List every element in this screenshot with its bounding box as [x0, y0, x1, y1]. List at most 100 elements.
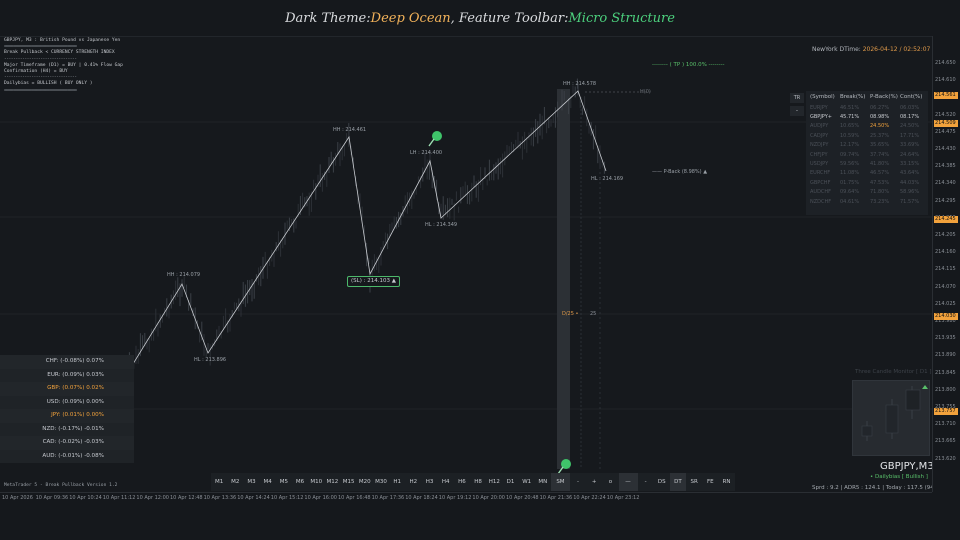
tf-button-m2[interactable]: M2 — [231, 479, 240, 485]
tf-button-m20[interactable]: M20 — [358, 479, 371, 485]
info-confirmation: Confirmation (H4) = BUY — [4, 69, 68, 75]
time-tick: 10 Apr 14:24 — [237, 495, 270, 501]
header-pback[interactable]: P-Back(%) — [870, 94, 898, 100]
price-tick: 214.205 — [935, 232, 956, 238]
cell: 58.96% — [900, 189, 920, 196]
dash-button[interactable]: - — [644, 479, 647, 485]
tf-button-w1[interactable]: W1 — [522, 479, 532, 485]
info-separator: ================================ — [4, 44, 77, 50]
tf-button-m15[interactable]: M15 — [342, 479, 355, 485]
symbol-row[interactable]: AUDCHF 09.64% 71.80% 58.96% — [806, 188, 928, 197]
tf-button-m1[interactable]: M1 — [214, 479, 224, 485]
take-profit-label: -------- ( TP ) 100.0% -------- — [652, 62, 725, 68]
price-tick: 214.430 — [935, 146, 956, 152]
currency-strength-panel: CHF: (-0.08%) 0.07% EUR: (0.09%) 0.03% G… — [0, 355, 134, 463]
symbol-row[interactable]: AUDJPY 10.65% 24.50% 24.50% — [806, 122, 928, 131]
tf-button-h6[interactable]: H6 — [458, 479, 466, 485]
swing-label-hl3: HL : 213.896 — [194, 357, 227, 363]
tf-button-m5[interactable]: M5 — [279, 479, 288, 485]
symbol-row[interactable]: GBPCHF 01.75% 47.53% 44.03% — [806, 178, 928, 187]
zoom-out-button[interactable]: - — [577, 479, 580, 485]
stop-loss-label[interactable]: (SL) : 214.103 ▲ — [347, 276, 400, 287]
header-cont[interactable]: Cont(%) — [900, 94, 923, 100]
cell: 35.65% — [870, 142, 890, 149]
cell: 24.64% — [900, 151, 920, 158]
symbol-row[interactable]: CADJPY 10.59% 25.37% 17.71% — [806, 131, 928, 140]
symbol-row[interactable]: NZDJPY 12.17% 35.65% 33.69% — [806, 141, 928, 150]
info-separator: ================================ — [4, 87, 77, 93]
newyork-time: NewYork DTime: 2026-04-12 / 02:52:07 PM — [812, 46, 941, 53]
circle-button[interactable]: o — [608, 479, 613, 485]
header-break[interactable]: Break(%) — [840, 94, 866, 100]
symbol-row[interactable]: NZDCHF 04.61% 73.23% 71.57% — [806, 197, 928, 206]
tf-button-m30[interactable]: M30 — [375, 479, 387, 485]
price-axis[interactable]: 214.650214.610214.565214.520214.475214.4… — [932, 36, 960, 492]
theme-name: Deep Ocean — [370, 10, 451, 26]
tf-button-h1[interactable]: H1 — [393, 479, 401, 485]
cell: NZDCHF — [810, 198, 832, 205]
title-prefix: Dark Theme: — [285, 10, 371, 26]
symbol-row[interactable]: EURJPY 46.51% 06.27% 06.03% — [806, 103, 928, 112]
tf-button-m4[interactable]: M4 — [263, 479, 272, 485]
tf-button-m3[interactable]: M3 — [247, 479, 256, 485]
timeframe-toolbar: M1 M2 M3 M4 M5 M6 M10 M12 M15 M20 M30 H1… — [211, 473, 735, 491]
chart-area[interactable] — [0, 36, 932, 492]
cell: 08.17% — [900, 114, 920, 121]
price-tick: 214.610 — [935, 77, 956, 84]
tf-button-m10[interactable]: M10 — [310, 479, 323, 485]
time-tick: 10 Apr 20:48 — [506, 495, 539, 501]
cell: CADJPY — [810, 132, 829, 139]
ds-button[interactable]: DS — [657, 479, 666, 485]
sr-button[interactable]: SR — [690, 479, 698, 485]
time-tick: 10 Apr 22:24 — [573, 495, 606, 501]
cell: 37.74% — [870, 151, 890, 158]
cell: GBPCHF — [810, 179, 831, 186]
cell: 06.03% — [900, 104, 920, 111]
price-tick: 214.520 — [935, 111, 956, 118]
swing-label-h0: H(0) — [640, 89, 651, 95]
dt-button[interactable]: DT — [669, 473, 687, 491]
tf-button-h12[interactable]: H12 — [488, 479, 500, 485]
tf-button-h2[interactable]: H2 — [409, 479, 418, 485]
line-button[interactable]: — — [618, 473, 638, 491]
swing-label-hl2: HL : 214.169 — [591, 176, 624, 182]
time-tick: 10 Apr 19:12 — [438, 495, 472, 501]
tf-button-mn[interactable]: MN — [538, 479, 548, 485]
symbol-row[interactable]: CHFJPY 09.74% 37.74% 24.64% — [806, 150, 928, 159]
currency-row: USD: (0.09%) 0.00% — [0, 395, 134, 409]
pullback-label: —— P-Back (8.98%) ▲ — [652, 169, 708, 175]
cell: GBPJPY+ — [810, 114, 832, 121]
rn-button[interactable]: RN — [722, 479, 731, 485]
symbol-row[interactable]: EURCHF 11.08% 46.57% 43.64% — [806, 169, 928, 178]
tf-button-m6[interactable]: M6 — [295, 479, 305, 485]
mid-tag-value: 25 — [590, 311, 597, 317]
price-tick: 213.620 — [935, 455, 956, 462]
zoom-in-button[interactable]: + — [591, 479, 597, 485]
cell: 01.75% — [840, 179, 860, 186]
pin-icon-bottom[interactable] — [555, 457, 575, 477]
pin-icon[interactable] — [426, 129, 446, 149]
info-major-tf: Major Timeframe (D1) = BUY | 0.41% Flow … — [4, 62, 123, 68]
tf-button-m12[interactable]: M12 — [326, 479, 339, 485]
fe-button[interactable]: FE — [707, 479, 714, 485]
three-candle-chart — [861, 385, 928, 441]
tr-button[interactable]: TR — [790, 93, 804, 103]
dailybias-label: • Dailybias [ Bullish ] — [870, 474, 928, 480]
cell: 10.59% — [840, 132, 860, 139]
collapse-button[interactable]: - — [790, 106, 804, 116]
time-axis[interactable]: 10 Apr 2026 10 Apr 09:36 10 Apr 10:24 10 Ap… — [0, 492, 932, 506]
tf-button-h8[interactable]: H8 — [474, 479, 482, 485]
time-tick: 10 Apr 09:36 — [35, 495, 69, 501]
time-tick: 10 Apr 17:36 — [371, 495, 405, 501]
cell: 08.98% — [870, 114, 890, 121]
header-symbol[interactable]: (Symbol) — [810, 94, 835, 100]
tf-button-sm[interactable]: SM — [550, 473, 570, 491]
symbol-row-active[interactable]: GBPJPY+ 45.71% 08.98% 08.17% — [806, 112, 928, 121]
cell: 43.64% — [900, 170, 920, 177]
newyork-time-value: 2026-04-12 / 02:52:07 PM — [862, 46, 942, 53]
tf-button-h3[interactable]: H3 — [425, 479, 434, 485]
symbol-row[interactable]: USDJPY 59.56% 41.80% 33.15% — [806, 159, 928, 168]
currency-row: AUD: (-0.01%) -0.08% — [0, 449, 134, 463]
tf-button-d1[interactable]: D1 — [506, 479, 515, 485]
tf-button-h4[interactable]: H4 — [441, 479, 450, 485]
